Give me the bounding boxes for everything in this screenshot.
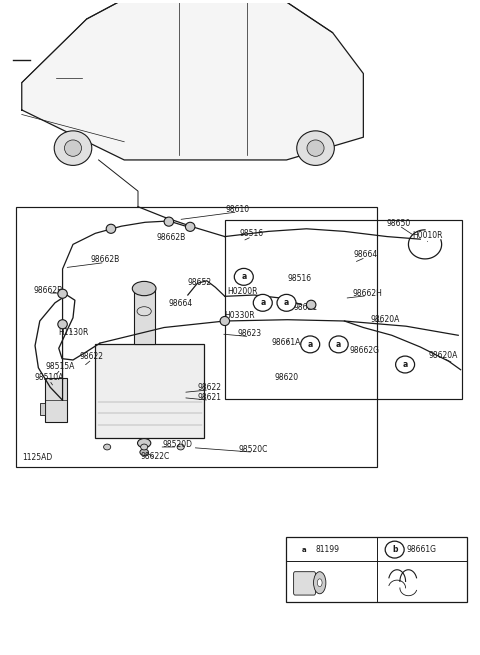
Text: 98610: 98610 (226, 205, 250, 214)
Text: a: a (302, 547, 307, 553)
Text: a: a (260, 298, 265, 307)
Text: 1125AD: 1125AD (22, 453, 52, 462)
Ellipse shape (283, 300, 292, 309)
Bar (16, 208, 377, 467)
Bar (40, 403, 45, 415)
Ellipse shape (185, 222, 195, 231)
Text: 98652: 98652 (188, 278, 212, 287)
Text: 98510A: 98510A (35, 373, 64, 382)
Ellipse shape (295, 541, 314, 558)
Ellipse shape (141, 444, 148, 450)
Ellipse shape (164, 217, 174, 226)
Text: 98664: 98664 (168, 299, 193, 308)
Ellipse shape (132, 282, 156, 295)
Ellipse shape (396, 356, 415, 373)
Text: 98664: 98664 (354, 250, 378, 259)
Text: a: a (308, 340, 313, 349)
Ellipse shape (329, 336, 348, 353)
Text: 98662B: 98662B (33, 286, 62, 295)
Text: 98520C: 98520C (239, 445, 268, 454)
Ellipse shape (140, 449, 148, 455)
Ellipse shape (240, 272, 250, 282)
Ellipse shape (306, 300, 316, 309)
Text: H1130R: H1130R (58, 328, 88, 337)
Ellipse shape (313, 572, 326, 594)
Text: a: a (284, 298, 289, 307)
Text: 98661G: 98661G (406, 545, 436, 554)
Text: 98622: 98622 (80, 352, 104, 361)
Ellipse shape (317, 579, 322, 587)
Ellipse shape (336, 338, 345, 347)
Text: b: b (392, 545, 397, 554)
Text: 98515A: 98515A (46, 362, 75, 371)
Ellipse shape (297, 131, 334, 166)
Text: 98520D: 98520D (162, 440, 192, 449)
Text: 98661G: 98661G (398, 571, 428, 580)
Ellipse shape (106, 224, 116, 233)
Bar (287, 536, 467, 601)
Text: 98620: 98620 (275, 373, 299, 382)
Text: a: a (336, 340, 341, 349)
Ellipse shape (307, 140, 324, 157)
Text: 98662H: 98662H (352, 289, 382, 297)
Ellipse shape (220, 316, 229, 326)
Ellipse shape (400, 358, 410, 367)
Text: 98661A: 98661A (272, 338, 301, 347)
Ellipse shape (137, 439, 151, 447)
Text: 98516: 98516 (287, 274, 312, 283)
Text: H0330R: H0330R (225, 310, 255, 320)
Ellipse shape (234, 269, 253, 286)
Ellipse shape (58, 290, 67, 298)
Ellipse shape (64, 140, 82, 157)
Ellipse shape (277, 294, 296, 311)
Text: 98622C: 98622C (141, 451, 170, 460)
Text: H0200R: H0200R (227, 288, 258, 296)
Text: 98620A: 98620A (370, 315, 399, 324)
Ellipse shape (58, 320, 67, 329)
FancyBboxPatch shape (294, 572, 315, 595)
Text: 81199: 81199 (320, 571, 344, 580)
Bar (225, 220, 462, 399)
Text: 98620A: 98620A (428, 351, 458, 360)
Text: 81199: 81199 (316, 545, 340, 554)
Text: 98623: 98623 (238, 329, 262, 339)
Text: 98662G: 98662G (349, 346, 379, 356)
Ellipse shape (177, 444, 184, 450)
Ellipse shape (54, 131, 92, 166)
Ellipse shape (104, 444, 111, 450)
Bar (134, 289, 155, 344)
Text: 98621: 98621 (197, 393, 221, 402)
Text: 98662B: 98662B (156, 233, 186, 242)
Text: 98662B: 98662B (90, 255, 120, 265)
Text: H0010R: H0010R (412, 231, 443, 240)
Bar (96, 344, 204, 438)
Ellipse shape (309, 338, 318, 347)
Text: 98650: 98650 (387, 219, 411, 228)
Text: a: a (241, 272, 246, 282)
Text: a: a (403, 360, 408, 369)
Polygon shape (22, 0, 363, 160)
Bar (45, 377, 67, 422)
Ellipse shape (385, 541, 404, 558)
Text: 98651: 98651 (293, 303, 318, 312)
Text: 98516: 98516 (240, 229, 264, 238)
Text: 98622: 98622 (197, 383, 221, 392)
Ellipse shape (253, 294, 272, 311)
Ellipse shape (301, 336, 320, 353)
